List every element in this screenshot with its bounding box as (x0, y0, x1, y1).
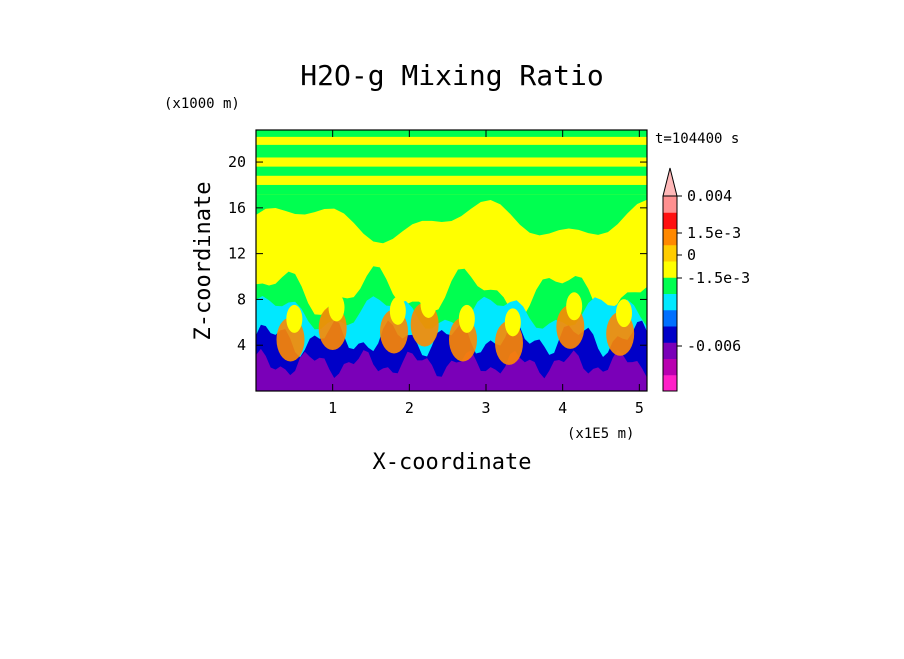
y-unit-label: (x1000 m) (164, 96, 240, 112)
field-plume-top (504, 308, 521, 337)
colorbar-label: 0 (687, 246, 696, 264)
colorbar-level (663, 228, 677, 246)
colorbar-level (663, 261, 677, 278)
y-tick-label: 4 (237, 336, 246, 354)
colorbar-label: -1.5e-3 (687, 269, 750, 287)
x-axis: 1 2 3 4 5 (328, 130, 644, 417)
plot-frame (255, 129, 648, 392)
y-tick-label: 20 (228, 153, 246, 171)
field-plume-top (389, 296, 406, 325)
field-plume-top (420, 290, 437, 318)
colorbar-level (663, 277, 677, 294)
field-plume-top (328, 293, 345, 322)
x-axis-title: X-coordinate (373, 450, 532, 475)
y-tick-label: 12 (228, 245, 246, 263)
colorbar-arrow (662, 167, 678, 197)
colorbar-level (663, 358, 677, 376)
colorbar-label: -0.006 (687, 337, 741, 355)
y-axis-title: Z-coordinate (191, 182, 216, 341)
colorbar: 0.004 1.5e-3 0 -1.5e-3 -0.006 (662, 167, 750, 392)
field-band-upper (256, 130, 647, 137)
field-band-upper (256, 184, 647, 195)
colorbar-level (663, 374, 677, 392)
colorbar-level (663, 326, 677, 343)
colorbar-frame (662, 195, 678, 392)
chart-title: H2O-g Mixing Ratio (300, 59, 603, 92)
colorbar-label: 0.004 (687, 187, 732, 205)
y-tick-label: 16 (228, 199, 246, 217)
field-band-upper (256, 166, 647, 176)
plot-field (256, 130, 647, 391)
field-low-purple (256, 348, 647, 391)
colorbar-level (663, 244, 677, 262)
field-plume-top (566, 292, 583, 321)
x-tick-label: 1 (328, 399, 337, 417)
time-label: t=104400 s (655, 131, 739, 147)
field-plume-top (616, 299, 632, 328)
x-unit-label: (x1E5 m) (567, 426, 634, 442)
colorbar-label: 1.5e-3 (687, 224, 741, 242)
x-tick-label: 2 (405, 399, 414, 417)
field-plume-top (286, 304, 303, 333)
field-upper-region (256, 194, 647, 244)
x-tick-label: 5 (635, 399, 644, 417)
y-axis: 4 8 12 16 20 (228, 153, 647, 354)
colorbar-level (663, 309, 677, 327)
x-tick-label: 3 (481, 399, 490, 417)
colorbar-level (663, 293, 677, 311)
x-tick-label: 4 (558, 399, 567, 417)
colorbar-level (663, 212, 677, 229)
colorbar-level (663, 196, 677, 213)
colorbar-level (663, 342, 677, 359)
field-band-upper (256, 144, 647, 158)
y-tick-label: 8 (237, 290, 246, 308)
field-plume-top (458, 304, 475, 333)
